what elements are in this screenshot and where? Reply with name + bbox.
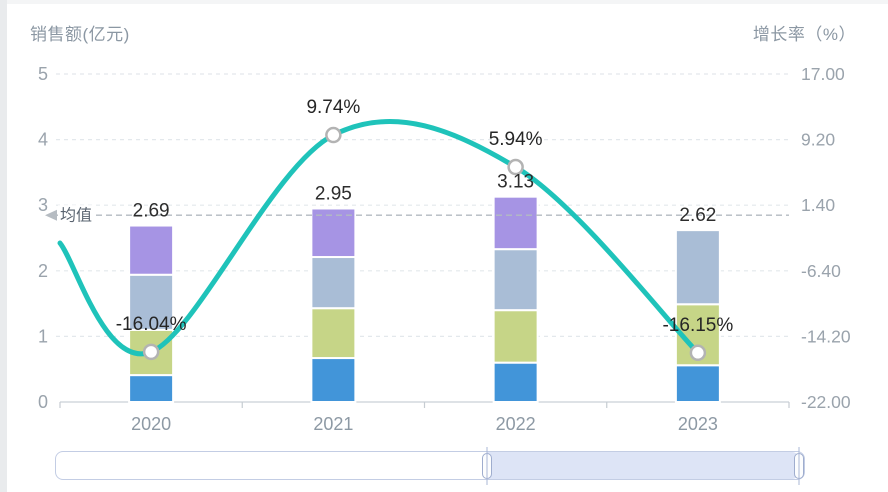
right-axis-tick-label: -22.00	[801, 392, 851, 412]
right-axis-tick-label: 17.00	[801, 64, 845, 84]
growth-value-label: -16.04%	[116, 314, 187, 335]
datazoom-left-handle[interactable]	[481, 452, 492, 479]
mean-line-label: 均值	[60, 207, 92, 225]
bar-total-label: 2.69	[133, 201, 170, 222]
right-axis-tick-label: -6.40	[801, 261, 841, 281]
x-axis-tick-label: 2020	[131, 414, 171, 434]
bar-segment-2021-stack-segment-green[interactable]	[310, 307, 357, 360]
bar-segment-2023-stack-segment-slate[interactable]	[674, 229, 721, 306]
datazoom-right-handle[interactable]	[793, 452, 804, 479]
x-axis-tick-label: 2021	[313, 414, 353, 434]
bar-segment-2021-stack-segment-blue[interactable]	[310, 357, 357, 404]
bar-segment-2021-stack-segment-purple[interactable]	[310, 207, 357, 259]
bar-total-label: 2.62	[679, 205, 716, 226]
right-axis-title: 增长率（%）	[752, 25, 856, 44]
x-axis-tick-label: 2023	[678, 414, 718, 434]
page-left-edge	[0, 0, 7, 492]
x-axis-tick-label: 2022	[496, 414, 536, 434]
sales-growth-chart: 5 4 3 2 1 0 17.00 9.20 1.40 -6.40 -14.20 -22.00 2020…	[38, 64, 851, 434]
bar-segment-2020-stack-segment-blue[interactable]	[128, 374, 175, 404]
line-point-2023[interactable]	[689, 344, 707, 362]
left-axis-tick-label: 4	[38, 130, 48, 150]
bar-segment-2022-stack-segment-purple[interactable]	[492, 195, 539, 251]
left-axis-tick-label: 1	[38, 326, 48, 346]
bar-segment-2022-stack-segment-slate[interactable]	[492, 248, 539, 312]
bar-total-label: 2.95	[315, 183, 352, 204]
right-axis-tick-label: 9.20	[801, 130, 835, 150]
datazoom-slider-track[interactable]	[55, 451, 805, 480]
line-point-2020[interactable]	[142, 343, 160, 361]
growth-value-label: -16.15%	[662, 315, 733, 336]
datazoom-window[interactable]	[486, 452, 799, 479]
left-axis-title: 销售额(亿元)	[30, 25, 130, 44]
right-axis-tick-label: -14.20	[801, 326, 851, 346]
mean-line-arrow-icon	[45, 209, 57, 221]
bar-segment-2023-stack-segment-blue[interactable]	[674, 364, 721, 404]
left-axis-tick-label: 3	[38, 195, 48, 215]
line-point-2022[interactable]	[507, 158, 524, 176]
bar-segment-2022-stack-segment-blue[interactable]	[492, 361, 539, 404]
bar-segment-2020-stack-segment-purple[interactable]	[128, 224, 175, 276]
growth-value-label: 9.74%	[306, 97, 360, 118]
right-axis-tick-label: 1.40	[801, 195, 835, 215]
growth-value-label: 5.94%	[489, 129, 543, 150]
mean-label-bg	[58, 205, 94, 226]
left-axis-tick-label: 0	[38, 392, 48, 412]
line-point-2021[interactable]	[325, 126, 342, 144]
bar-segment-2022-stack-segment-green[interactable]	[492, 309, 539, 364]
page-top-edge	[7, 0, 888, 4]
left-axis-tick-label: 2	[38, 261, 48, 281]
left-axis-tick-label: 5	[38, 64, 48, 84]
bar-total-label: 3.13	[497, 172, 534, 193]
bar-segment-2021-stack-segment-slate[interactable]	[310, 256, 357, 310]
